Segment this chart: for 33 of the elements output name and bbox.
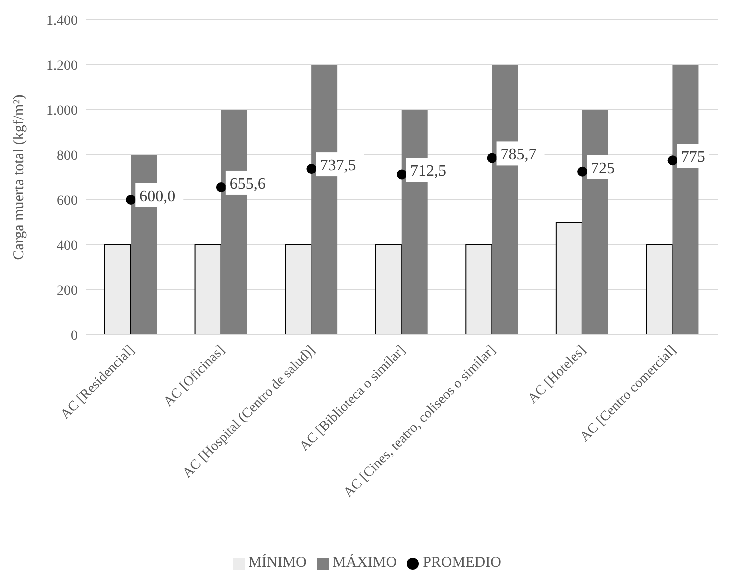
y-axis-title: Carga muerta total (kgf/m²) xyxy=(11,94,28,260)
y-tick-label: 800 xyxy=(57,148,78,164)
point xyxy=(578,166,588,177)
point xyxy=(216,182,226,192)
bar xyxy=(194,244,222,335)
bar xyxy=(466,244,493,335)
y-tick-label: 200 xyxy=(57,284,78,299)
y-tick-label: 600 xyxy=(57,194,78,209)
bar xyxy=(646,244,674,335)
y-tick-label: 1.400 xyxy=(46,14,78,29)
y-tick-label: 1.000 xyxy=(46,104,78,119)
data-label: 737,5 xyxy=(320,158,356,175)
y-tick-label: 1.200 xyxy=(46,58,78,74)
point xyxy=(306,164,317,174)
point xyxy=(668,156,678,166)
point xyxy=(126,195,136,205)
data-label: 600,0 xyxy=(140,188,176,206)
y-tick-label: 0 xyxy=(71,328,78,344)
point xyxy=(487,153,498,164)
bar xyxy=(556,222,583,335)
data-label: 785,7 xyxy=(500,146,537,164)
legend-label: MÍNIMO xyxy=(248,555,307,571)
data-label: 712,5 xyxy=(410,163,446,180)
bar xyxy=(375,244,402,335)
bar xyxy=(285,244,312,335)
legend-label: MÁXIMO xyxy=(332,555,398,571)
bar xyxy=(104,244,132,335)
data-label: 655,6 xyxy=(230,176,266,193)
point xyxy=(397,170,407,180)
data-label: 725 xyxy=(591,160,616,178)
legend-label: PROMEDIO xyxy=(423,555,502,571)
y-tick-label: 400 xyxy=(57,238,78,254)
data-label: 775 xyxy=(681,149,706,166)
